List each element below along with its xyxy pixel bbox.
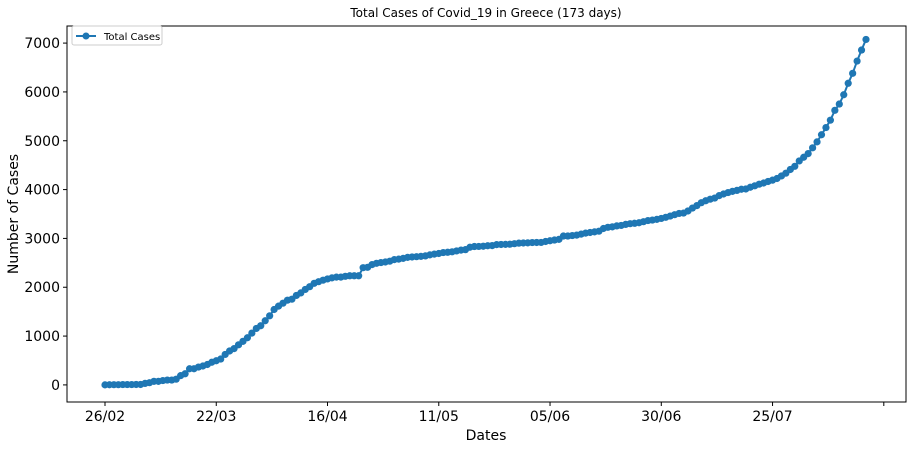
chart-title: Total Cases of Covid_19 in Greece (173 d… [349, 6, 621, 20]
data-point [822, 123, 830, 132]
data-point [804, 150, 812, 158]
legend-box [71, 25, 163, 46]
data-point [243, 334, 252, 342]
x-tick-label: 05/06 [530, 409, 570, 425]
x-axis: 26/02 22/03 16/04 11/05 05/06 30/06 25/07 [85, 402, 885, 425]
x-tick-label: 30/06 [641, 409, 681, 425]
data-point [826, 116, 835, 124]
legend-label: Total Cases [103, 32, 160, 43]
series-layer [101, 35, 870, 389]
x-tick-label: 11/05 [419, 409, 459, 425]
data-point [355, 272, 363, 280]
data-point [266, 312, 274, 320]
data-point [809, 144, 817, 152]
data-point [862, 35, 870, 44]
data-point [261, 317, 269, 325]
data-point [248, 329, 256, 337]
data-point [835, 100, 843, 108]
y-tick-label: 5000 [24, 134, 60, 150]
data-point [817, 131, 826, 139]
data-point [849, 69, 857, 77]
y-tick-label: 2000 [24, 280, 60, 296]
data-point [813, 138, 821, 146]
data-point [791, 162, 799, 170]
data-point [844, 79, 852, 87]
legend-marker-icon [82, 32, 90, 40]
legend: Total Cases [71, 25, 163, 46]
data-point [217, 355, 225, 363]
data-point [257, 322, 265, 330]
x-tick-label: 16/04 [307, 409, 347, 425]
y-axis-label: Number of Cases [6, 154, 22, 274]
x-tick-label: 25/07 [752, 409, 792, 425]
data-point [181, 370, 189, 378]
x-axis-label: Dates [466, 428, 507, 444]
y-tick-label: 3000 [24, 231, 60, 247]
y-tick-label: 6000 [24, 85, 60, 101]
x-tick-label: 26/02 [85, 409, 125, 425]
y-tick-label: 0 [51, 378, 60, 394]
data-point [840, 91, 848, 99]
x-tick-label: 22/03 [196, 409, 236, 425]
plot-area [66, 25, 907, 403]
y-axis: 0 1000 2000 3000 4000 5000 6000 7000 [24, 36, 67, 394]
data-point [831, 106, 839, 114]
y-tick-label: 7000 [24, 36, 60, 52]
y-tick-label: 1000 [24, 329, 60, 345]
y-tick-label: 4000 [24, 183, 60, 199]
data-point [853, 57, 861, 65]
data-point [857, 46, 866, 54]
